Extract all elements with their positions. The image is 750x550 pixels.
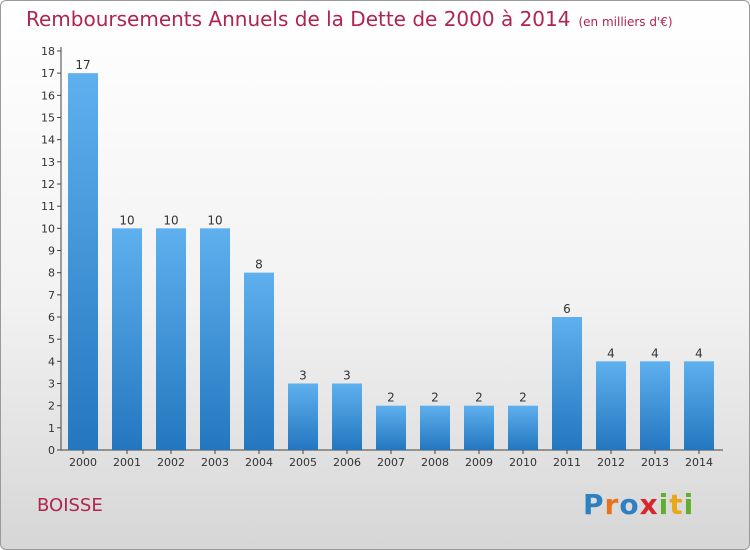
bar-2010 bbox=[508, 405, 538, 450]
bar-2006 bbox=[332, 383, 362, 450]
x-tick-label: 2012 bbox=[597, 456, 625, 469]
x-tick-label: 2002 bbox=[157, 456, 185, 469]
y-tick-label: 10 bbox=[41, 222, 55, 235]
bar-2008 bbox=[420, 405, 450, 450]
logo-letter: i bbox=[658, 488, 670, 521]
x-tick-label: 2001 bbox=[113, 456, 141, 469]
bar-value-label: 3 bbox=[299, 369, 307, 383]
logo-letter: r bbox=[604, 488, 620, 521]
bar-2000 bbox=[68, 73, 98, 451]
x-tick-label: 2003 bbox=[201, 456, 229, 469]
bar-value-label: 2 bbox=[387, 391, 395, 405]
bar-2003 bbox=[200, 228, 230, 450]
y-tick-label: 2 bbox=[48, 400, 55, 413]
bar-value-label: 6 bbox=[563, 302, 571, 316]
y-tick-label: 3 bbox=[48, 378, 55, 391]
bar-2002 bbox=[156, 228, 186, 450]
bar-2013 bbox=[640, 361, 670, 450]
y-tick-label: 18 bbox=[41, 45, 55, 58]
y-tick-label: 17 bbox=[41, 67, 55, 80]
x-tick-label: 2006 bbox=[333, 456, 361, 469]
y-tick-label: 11 bbox=[41, 200, 55, 213]
logo-letter: t bbox=[669, 488, 684, 521]
y-tick-label: 7 bbox=[48, 289, 55, 302]
bar-value-label: 4 bbox=[607, 346, 615, 360]
bar-2007 bbox=[376, 405, 406, 450]
y-tick-label: 6 bbox=[48, 311, 55, 324]
bar-value-label: 4 bbox=[651, 346, 659, 360]
x-tick-label: 2013 bbox=[641, 456, 669, 469]
bar-value-label: 17 bbox=[75, 58, 90, 72]
x-tick-label: 2004 bbox=[245, 456, 273, 469]
y-tick-label: 9 bbox=[48, 245, 55, 258]
x-tick-label: 2000 bbox=[69, 456, 97, 469]
proxiti-logo: Proxiti bbox=[583, 488, 694, 521]
y-tick-label: 0 bbox=[48, 444, 55, 457]
y-tick-label: 8 bbox=[48, 267, 55, 280]
commune-name: BOISSE bbox=[37, 495, 103, 516]
bar-value-label: 2 bbox=[475, 391, 483, 405]
bar-2005 bbox=[288, 383, 318, 450]
y-tick-label: 14 bbox=[41, 134, 55, 147]
chart-title: Remboursements Annuels de la Dette de 20… bbox=[26, 7, 673, 31]
x-tick-label: 2005 bbox=[289, 456, 317, 469]
bar-2011 bbox=[552, 317, 582, 450]
bar-2004 bbox=[244, 272, 274, 450]
y-tick-label: 4 bbox=[48, 355, 55, 368]
bar-value-label: 8 bbox=[255, 258, 263, 272]
x-tick-label: 2011 bbox=[553, 456, 581, 469]
logo-letter: o bbox=[619, 488, 640, 521]
bar-2014 bbox=[684, 361, 714, 450]
bar-value-label: 4 bbox=[695, 346, 703, 360]
bar-value-label: 3 bbox=[343, 369, 351, 383]
logo-letter: P bbox=[583, 488, 605, 521]
bar-2012 bbox=[596, 361, 626, 450]
x-tick-label: 2009 bbox=[465, 456, 493, 469]
bar-2009 bbox=[464, 405, 494, 450]
y-tick-label: 5 bbox=[48, 333, 55, 346]
logo-letter: i bbox=[683, 488, 695, 521]
x-tick-label: 2014 bbox=[685, 456, 713, 469]
x-tick-label: 2010 bbox=[509, 456, 537, 469]
y-tick-label: 12 bbox=[41, 178, 55, 191]
bar-value-label: 10 bbox=[207, 213, 222, 227]
x-tick-label: 2008 bbox=[421, 456, 449, 469]
bar-value-label: 2 bbox=[431, 391, 439, 405]
y-tick-label: 16 bbox=[41, 89, 55, 102]
y-tick-label: 15 bbox=[41, 112, 55, 125]
chart-title-text: Remboursements Annuels de la Dette de 20… bbox=[26, 7, 571, 31]
logo-letter: x bbox=[639, 488, 659, 521]
bar-value-label: 10 bbox=[163, 213, 178, 227]
y-tick-label: 1 bbox=[48, 422, 55, 435]
y-tick-label: 13 bbox=[41, 156, 55, 169]
bar-value-label: 10 bbox=[119, 213, 134, 227]
bar-value-label: 2 bbox=[519, 391, 527, 405]
chart-unit: (en milliers d'€) bbox=[578, 15, 673, 29]
x-tick-label: 2007 bbox=[377, 456, 405, 469]
bar-2001 bbox=[112, 228, 142, 450]
